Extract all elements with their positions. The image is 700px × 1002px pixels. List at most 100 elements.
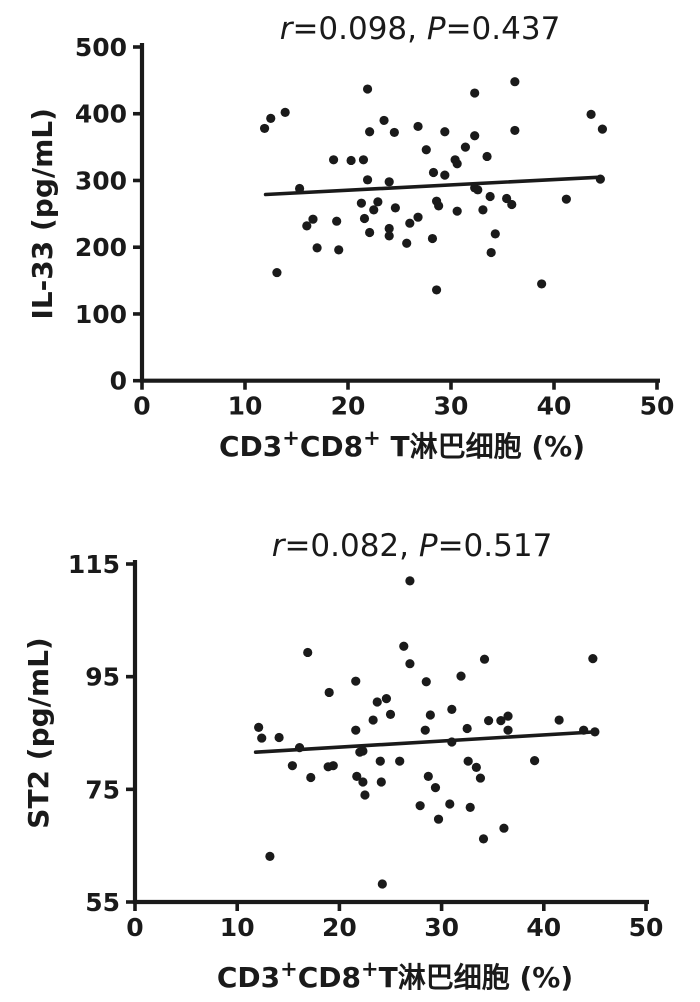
data-point: [421, 677, 431, 687]
y-tick-label: 200: [75, 233, 127, 262]
data-point: [499, 823, 509, 833]
data-point: [595, 174, 605, 184]
data-point: [368, 715, 378, 725]
data-point: [537, 279, 547, 289]
data-point: [431, 285, 442, 295]
data-point: [503, 711, 513, 721]
data-point: [390, 203, 400, 213]
data-point: [478, 834, 489, 844]
data-point: [358, 746, 368, 756]
data-point: [328, 761, 338, 771]
data-point: [362, 84, 373, 94]
data-point: [590, 727, 600, 737]
data-point: [257, 733, 267, 743]
y-axis-label: IL-33 (pg/mL): [26, 108, 59, 320]
data-point: [332, 216, 342, 226]
data-point: [428, 167, 439, 178]
y-tick-label: 500: [75, 33, 127, 62]
data-point: [456, 671, 466, 681]
data-point: [473, 185, 483, 195]
data-point: [328, 155, 339, 165]
y-tick-label: 55: [85, 888, 120, 917]
data-point: [405, 659, 415, 669]
data-point: [588, 654, 598, 664]
y-tick-label: 300: [75, 166, 127, 195]
data-point: [373, 197, 383, 207]
x-tick-label: 0: [133, 392, 150, 421]
data-point: [306, 772, 316, 783]
x-tick-label: 50: [640, 392, 675, 421]
x-tick-label: 0: [126, 913, 143, 942]
data-point: [452, 206, 462, 216]
x-axis-label: CD3+CD8+ T淋巴细胞 (%): [219, 426, 585, 463]
data-point: [362, 175, 373, 185]
data-point: [389, 127, 399, 138]
data-point: [351, 725, 361, 735]
data-point: [360, 790, 370, 800]
data-point: [287, 761, 297, 771]
data-point: [377, 879, 387, 889]
x-tick-label: 10: [220, 913, 255, 942]
data-point: [465, 802, 475, 812]
data-point: [265, 851, 275, 861]
data-point: [365, 127, 375, 137]
data-point: [554, 715, 564, 725]
scatter-plot-il33: 0 10 20 30 40 50 0 100 200 300 400 500 r=0.098, P=0.…: [26, 11, 675, 463]
data-point: [447, 704, 457, 714]
data-point: [272, 267, 282, 278]
data-point: [294, 183, 305, 194]
data-point: [266, 113, 276, 124]
data-point: [346, 155, 356, 166]
data-point: [440, 127, 450, 137]
trend-line: [263, 175, 603, 197]
data-point: [385, 709, 396, 720]
data-point: [402, 238, 412, 248]
data-point: [478, 205, 488, 215]
data-point: [413, 121, 423, 132]
data-point: [486, 247, 496, 258]
data-point: [375, 756, 385, 766]
data-point: [507, 199, 517, 210]
data-point: [358, 777, 368, 787]
data-point: [359, 213, 370, 224]
data-point: [425, 710, 435, 720]
data-point: [413, 212, 423, 222]
data-point: [280, 107, 290, 118]
trend-line: [253, 730, 597, 754]
data-point: [399, 641, 409, 651]
data-point: [365, 227, 375, 238]
y-tick-label: 100: [75, 300, 127, 329]
y-tick-label: 75: [85, 775, 120, 804]
y-axis-label: ST2 (pg/mL): [22, 637, 55, 828]
data-point: [356, 198, 366, 208]
y-tick-label: 0: [110, 367, 127, 396]
data-point: [324, 687, 334, 698]
x-tick-label: 50: [629, 913, 664, 942]
data-point: [490, 229, 500, 239]
data-point: [302, 221, 312, 231]
data-point: [485, 191, 495, 202]
data-point: [561, 194, 571, 204]
data-point: [259, 123, 270, 134]
data-point: [405, 576, 415, 586]
data-point: [434, 201, 444, 211]
data-point: [308, 214, 318, 224]
x-tick-label: 20: [331, 392, 366, 421]
data-point: [430, 783, 441, 793]
data-point: [470, 131, 480, 141]
data-point: [447, 737, 457, 747]
data-point: [579, 725, 589, 735]
data-point: [372, 697, 382, 707]
data-point: [351, 676, 361, 686]
data-point: [597, 124, 608, 134]
data-point: [502, 193, 512, 204]
data-point: [433, 814, 444, 824]
x-tick-label: 20: [322, 913, 357, 942]
data-point: [395, 756, 405, 766]
data-point: [510, 77, 520, 87]
data-point: [460, 142, 471, 152]
data-point: [586, 109, 596, 120]
y-tick-label: 95: [85, 663, 120, 692]
